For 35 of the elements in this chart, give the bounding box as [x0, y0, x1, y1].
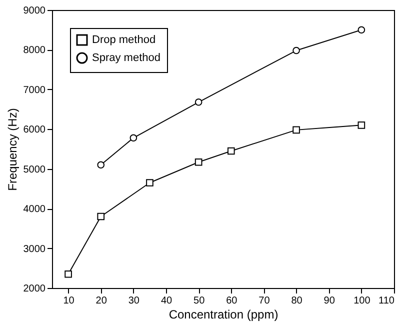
x-tick-label: 30: [128, 296, 140, 306]
point: [194, 158, 202, 166]
y-axis-title: Frequency (Hz): [5, 108, 20, 191]
y-tick-label: 8000: [23, 45, 46, 56]
x-tick-label: 70: [258, 296, 270, 306]
point: [194, 98, 202, 106]
y-tick-label: 9000: [23, 6, 46, 16]
x-tick-label: 100: [354, 296, 371, 306]
point: [64, 270, 72, 278]
x-tick-label: 80: [291, 296, 303, 306]
point: [292, 126, 300, 134]
point: [97, 161, 105, 169]
point: [97, 212, 105, 220]
x-tick-label: 10: [63, 296, 75, 306]
point: [130, 134, 138, 142]
x-tick-label: 40: [160, 296, 172, 306]
x-tick-label: 60: [226, 296, 238, 306]
y-tick-label: 4000: [23, 204, 46, 216]
point: [146, 179, 154, 186]
point: [358, 122, 366, 129]
y-tick-label: 7000: [23, 84, 46, 96]
x-tick-label: 50: [194, 296, 206, 306]
y-tick-label: 6000: [23, 124, 46, 136]
x-tick-label: 20: [96, 296, 108, 306]
x-axis-title: Concentration (ppm): [168, 308, 278, 322]
legend-label: Drop method: [92, 34, 156, 46]
point: [358, 26, 366, 34]
y-tick-label: 5000: [23, 164, 46, 176]
x-tick-label: 90: [324, 296, 336, 306]
y-tick-label: 2000: [23, 284, 46, 294]
legend-label: Spray method: [92, 52, 160, 64]
point: [227, 147, 235, 155]
y-tick-label: 3000: [23, 244, 46, 255]
x-tick-label: 110: [378, 296, 395, 306]
point: [292, 46, 300, 54]
